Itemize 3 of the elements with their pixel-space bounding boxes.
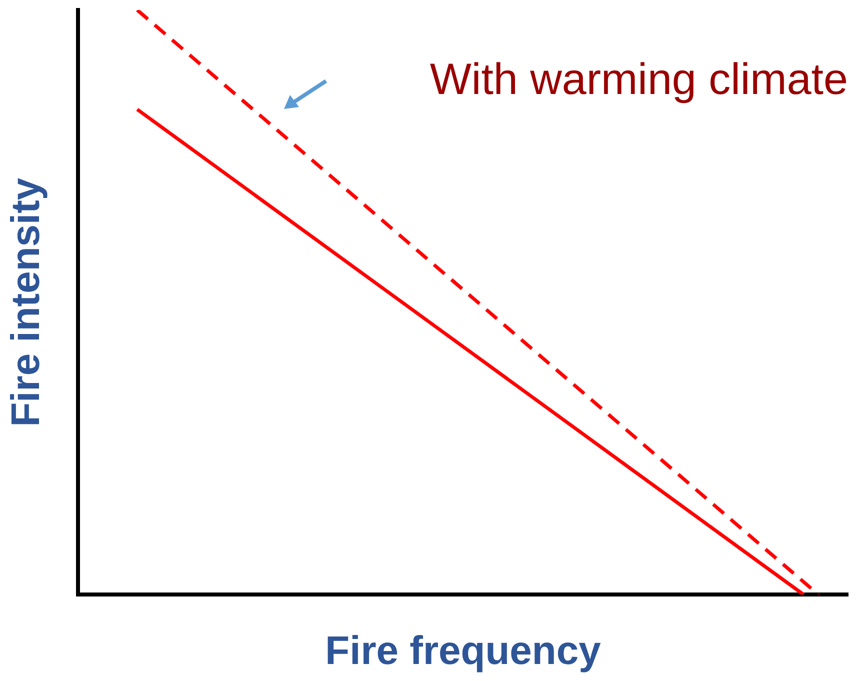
annotation: With warming climate bbox=[430, 55, 848, 104]
x-axis-title: Fire frequency bbox=[325, 629, 602, 674]
y-axis-title: Fire intensity bbox=[4, 177, 48, 427]
